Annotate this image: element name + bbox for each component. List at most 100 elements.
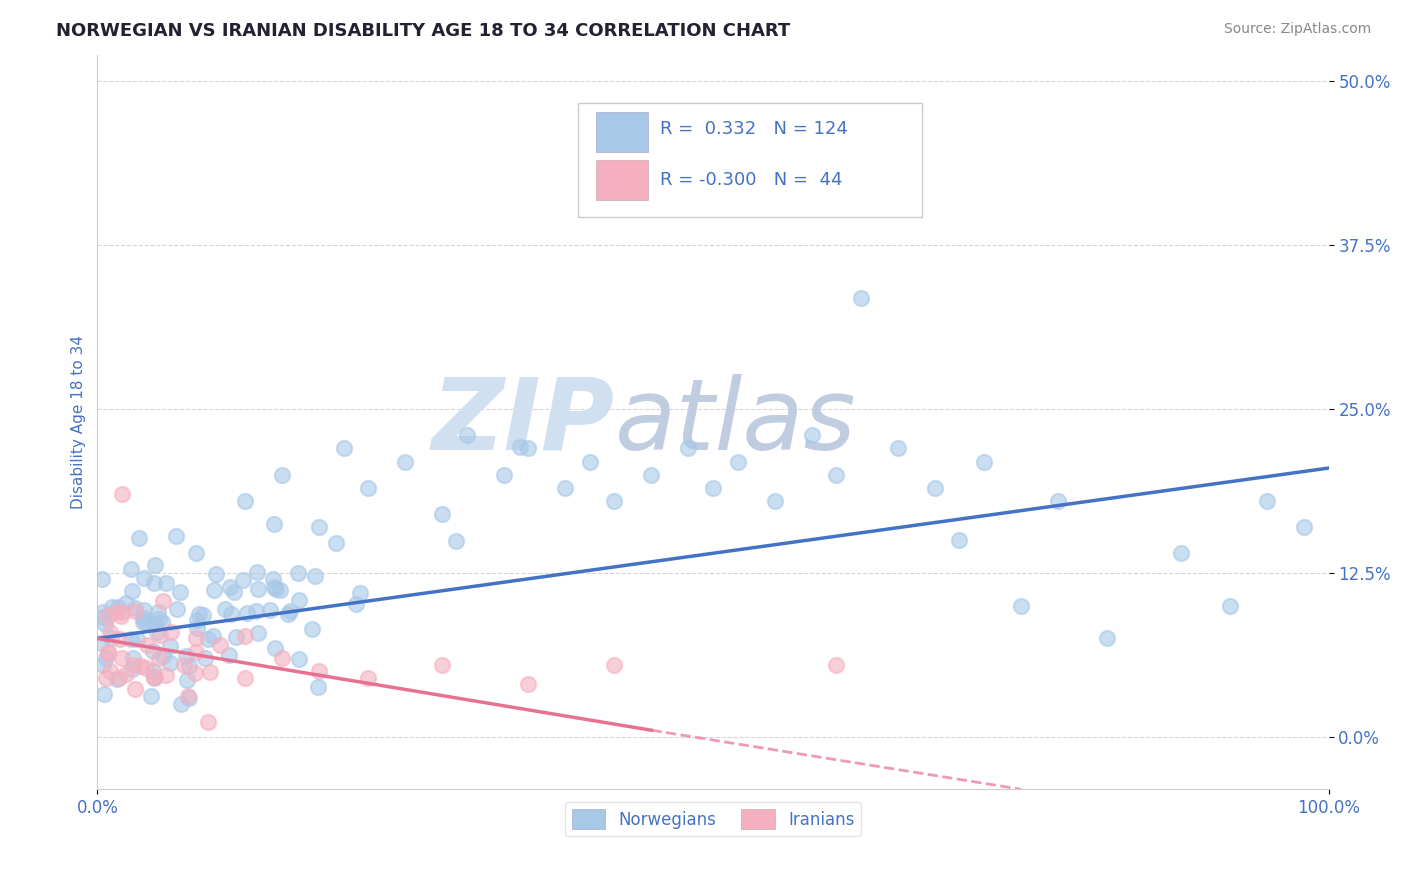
Point xyxy=(127,632,149,647)
Point xyxy=(205,566,228,581)
Point xyxy=(702,481,724,495)
Point xyxy=(142,575,165,590)
Point xyxy=(517,677,540,691)
Point xyxy=(456,428,478,442)
Point xyxy=(150,615,173,629)
Point xyxy=(91,657,114,672)
Point xyxy=(219,607,242,621)
Point xyxy=(111,487,134,501)
Point xyxy=(603,657,626,672)
Point xyxy=(108,632,131,646)
Point xyxy=(132,603,155,617)
Point xyxy=(143,672,166,686)
Point xyxy=(176,648,198,663)
Point xyxy=(177,659,200,673)
Point xyxy=(509,440,531,454)
Point xyxy=(186,621,208,635)
Point xyxy=(1256,493,1278,508)
Point xyxy=(152,648,174,663)
Y-axis label: Disability Age 18 to 34: Disability Age 18 to 34 xyxy=(72,335,86,509)
Point xyxy=(98,624,121,639)
Point xyxy=(304,569,326,583)
Point xyxy=(269,583,291,598)
Point xyxy=(97,646,120,660)
Point xyxy=(727,454,749,468)
Point xyxy=(308,520,330,534)
Point xyxy=(132,615,155,629)
Point xyxy=(924,481,946,495)
Point xyxy=(886,442,908,456)
Point xyxy=(101,600,124,615)
Point xyxy=(235,606,257,620)
Point xyxy=(640,467,662,482)
Point xyxy=(187,607,209,621)
Point xyxy=(357,481,380,495)
Point xyxy=(332,442,354,456)
Point xyxy=(110,609,132,624)
Point xyxy=(197,632,219,647)
Point xyxy=(176,673,198,687)
Point xyxy=(287,652,309,666)
Point xyxy=(166,602,188,616)
Point xyxy=(264,582,287,596)
Point xyxy=(91,605,114,619)
Point xyxy=(204,583,226,598)
Point xyxy=(1292,520,1315,534)
Point xyxy=(146,605,169,619)
Text: R = -0.300   N =  44: R = -0.300 N = 44 xyxy=(659,171,842,189)
Point xyxy=(152,594,174,608)
Point xyxy=(191,608,214,623)
Point xyxy=(107,671,129,685)
Point xyxy=(200,665,222,680)
Point xyxy=(233,493,256,508)
Point xyxy=(107,600,129,615)
Point xyxy=(218,648,240,662)
Point xyxy=(264,640,287,655)
Point xyxy=(308,665,330,679)
Point xyxy=(1219,599,1241,613)
Point xyxy=(849,291,872,305)
Text: atlas: atlas xyxy=(614,374,856,471)
Point xyxy=(430,507,453,521)
Point xyxy=(97,608,120,623)
Point xyxy=(325,535,347,549)
FancyBboxPatch shape xyxy=(578,103,922,217)
Point xyxy=(492,467,515,482)
Point xyxy=(122,651,145,665)
Point xyxy=(111,605,134,619)
Point xyxy=(357,671,380,685)
Point xyxy=(233,629,256,643)
Point xyxy=(105,605,128,619)
Point xyxy=(277,607,299,621)
Point xyxy=(278,604,301,618)
Text: Source: ZipAtlas.com: Source: ZipAtlas.com xyxy=(1223,22,1371,37)
Text: ZIP: ZIP xyxy=(432,374,614,471)
Point xyxy=(124,657,146,672)
Point xyxy=(135,615,157,629)
Point xyxy=(124,604,146,618)
Point xyxy=(186,613,208,627)
Point xyxy=(100,631,122,645)
Point xyxy=(973,454,995,468)
Point xyxy=(307,680,329,694)
Point xyxy=(121,662,143,676)
Point xyxy=(517,442,540,456)
Point xyxy=(120,562,142,576)
Point xyxy=(184,644,207,658)
Point xyxy=(209,638,232,652)
Point xyxy=(800,428,823,442)
Point xyxy=(344,597,367,611)
Point xyxy=(105,672,128,686)
Point xyxy=(91,610,114,624)
Point xyxy=(155,576,177,591)
Point xyxy=(1170,546,1192,560)
Point xyxy=(94,650,117,665)
Point xyxy=(173,657,195,672)
Point xyxy=(94,617,117,632)
Point xyxy=(186,631,208,645)
Point xyxy=(219,580,242,594)
Point xyxy=(194,650,217,665)
Point xyxy=(143,558,166,572)
Legend: Norwegians, Iranians: Norwegians, Iranians xyxy=(565,802,860,836)
Point xyxy=(114,596,136,610)
